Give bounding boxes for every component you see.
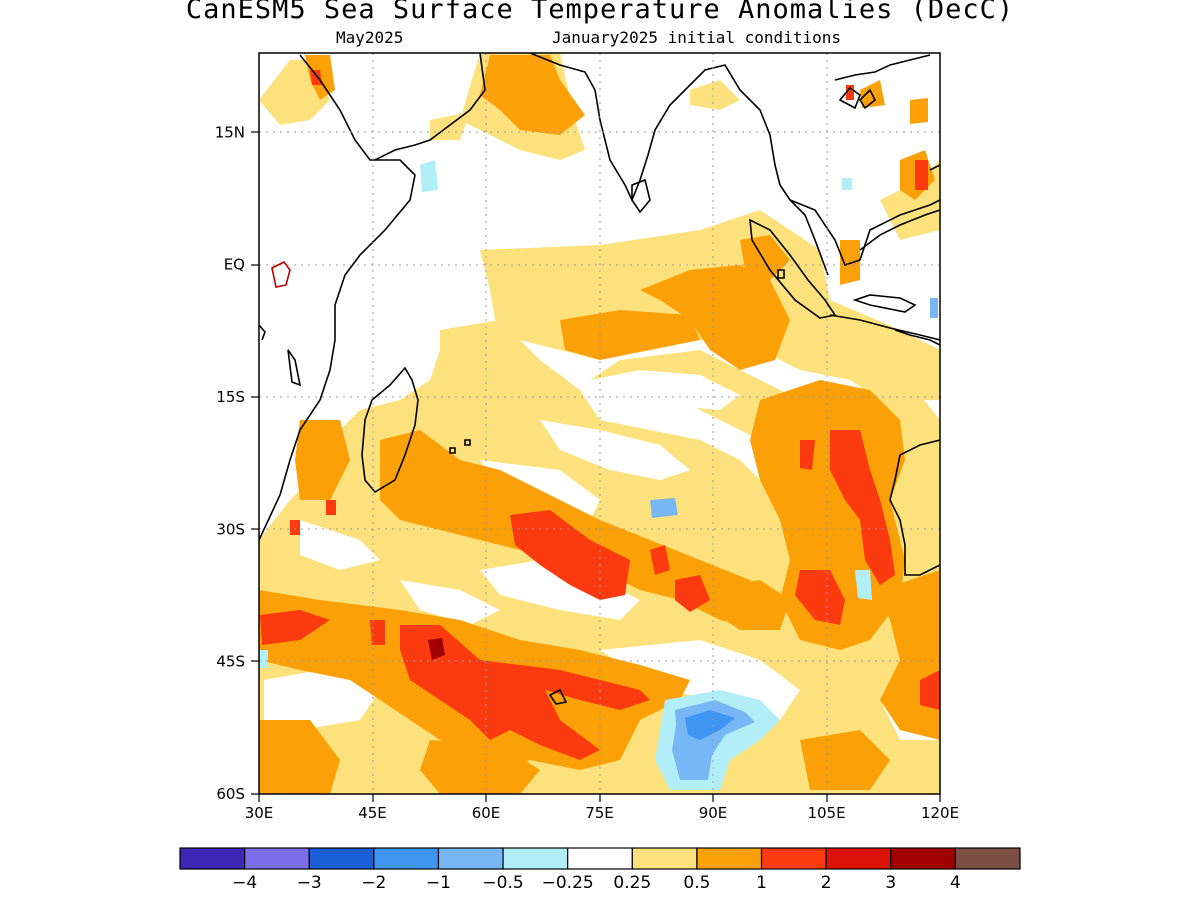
- colorbar-swatch: [890, 847, 956, 870]
- y-tick-labels: 15N EQ 15S 30S 45S 60S: [215, 123, 245, 803]
- colorbar-label: 3: [885, 873, 896, 893]
- colorbar-swatch: [308, 847, 375, 870]
- chart-title: CanESM5 Sea Surface Temperature Anomalie…: [185, 0, 1015, 25]
- colorbar-swatch: [954, 847, 1021, 870]
- colorbar-swatch: [244, 847, 310, 870]
- coastlines: [259, 53, 940, 705]
- colorbar-swatch: [567, 847, 633, 870]
- colorbar-label: −0.25: [542, 873, 594, 893]
- colorbar-swatch: [760, 847, 827, 870]
- anomaly-2-3: [428, 638, 445, 660]
- colorbar-swatch: [502, 847, 569, 870]
- y-tick-label: 30S: [216, 520, 245, 538]
- colorbar-label: −0.5: [482, 873, 523, 893]
- colorbar-label: 0.25: [613, 873, 651, 893]
- colorbar-swatch: [437, 847, 504, 870]
- anomaly-1-2: [260, 70, 940, 760]
- colorbar-label: 2: [821, 873, 832, 893]
- tick-marks: [251, 131, 941, 802]
- anomaly-fill: [259, 53, 940, 794]
- x-tick-label: 60E: [472, 804, 501, 822]
- colorbar-swatch: [631, 847, 698, 870]
- colorbar-label: 4: [950, 873, 961, 893]
- y-tick-label: 15N: [215, 123, 245, 141]
- x-tick-labels: 30E 45E 60E 75E 90E 105E 120E: [245, 804, 959, 822]
- x-tick-label: 45E: [358, 804, 387, 822]
- colorbar-swatch: [179, 847, 246, 870]
- colorbar-labels: −4 −3 −2 −1 −0.5 −0.25 0.25 0.5 1 2 3 4: [232, 873, 961, 893]
- y-tick-label: 45S: [216, 653, 245, 671]
- valid-month-label: May2025: [336, 28, 404, 47]
- y-tick-label: 60S: [216, 785, 245, 803]
- grid-lines: [259, 53, 940, 794]
- colorbar-label: 1: [756, 873, 767, 893]
- y-tick-label: EQ: [224, 256, 245, 274]
- colorbar-label: −3: [297, 873, 322, 893]
- colorbar-label: −2: [361, 873, 386, 893]
- y-tick-label: 15S: [216, 388, 245, 406]
- x-tick-label: 75E: [585, 804, 614, 822]
- colorbar-swatch: [696, 847, 763, 870]
- colorbar-swatch: [825, 847, 892, 870]
- colorbar: [179, 847, 1021, 870]
- x-tick-label: 105E: [807, 804, 845, 822]
- colorbar-label: 0.5: [683, 873, 710, 893]
- init-conditions-label: January2025 initial conditions: [552, 28, 841, 47]
- colorbar-label: −4: [232, 873, 257, 893]
- x-tick-label: 120E: [921, 804, 959, 822]
- colorbar-swatch: [373, 847, 440, 870]
- x-tick-label: 90E: [699, 804, 728, 822]
- colorbar-label: −1: [426, 873, 451, 893]
- x-tick-label: 30E: [245, 804, 274, 822]
